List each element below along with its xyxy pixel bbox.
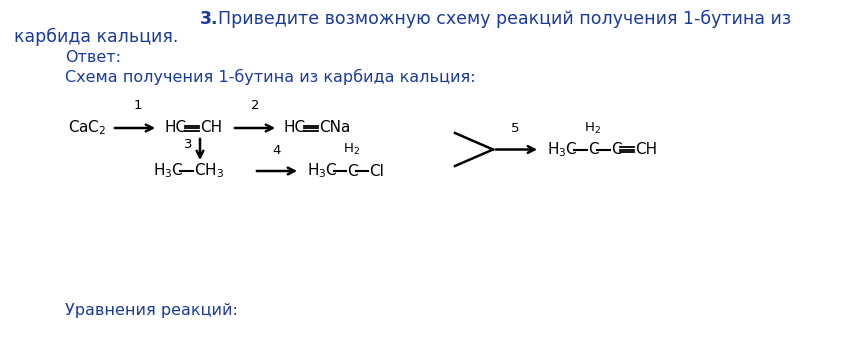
Text: Cl: Cl	[369, 164, 383, 179]
Text: 5: 5	[510, 122, 518, 136]
Text: 1: 1	[133, 99, 142, 112]
Text: H$_3$C: H$_3$C	[153, 162, 183, 180]
Text: 3: 3	[183, 138, 192, 151]
Text: C: C	[347, 164, 357, 179]
Text: HC: HC	[165, 120, 187, 136]
Text: Схема получения 1-бутина из карбида кальция:: Схема получения 1-бутина из карбида каль…	[65, 69, 475, 85]
Text: HC: HC	[284, 120, 306, 136]
Text: 4: 4	[273, 144, 281, 157]
Text: 2: 2	[251, 99, 259, 112]
Text: H$_2$: H$_2$	[342, 142, 359, 157]
Text: H$_3$C: H$_3$C	[306, 162, 338, 180]
Text: CNa: CNa	[319, 120, 350, 136]
Text: карбида кальция.: карбида кальция.	[14, 28, 178, 46]
Text: H$_2$: H$_2$	[583, 120, 600, 136]
Text: Ответ:: Ответ:	[65, 50, 121, 65]
Text: 3.: 3.	[200, 10, 219, 28]
Text: C: C	[610, 142, 621, 157]
Text: CH: CH	[634, 142, 657, 157]
Text: Уравнения реакций:: Уравнения реакций:	[65, 303, 238, 318]
Text: CH: CH	[200, 120, 222, 136]
Text: C: C	[587, 142, 598, 157]
Text: CH$_3$: CH$_3$	[194, 162, 224, 180]
Text: CaC$_2$: CaC$_2$	[68, 119, 106, 137]
Text: H$_3$C: H$_3$C	[546, 140, 577, 159]
Text: Приведите возможную схему реакций получения 1-бутина из: Приведите возможную схему реакций получе…	[218, 10, 790, 28]
